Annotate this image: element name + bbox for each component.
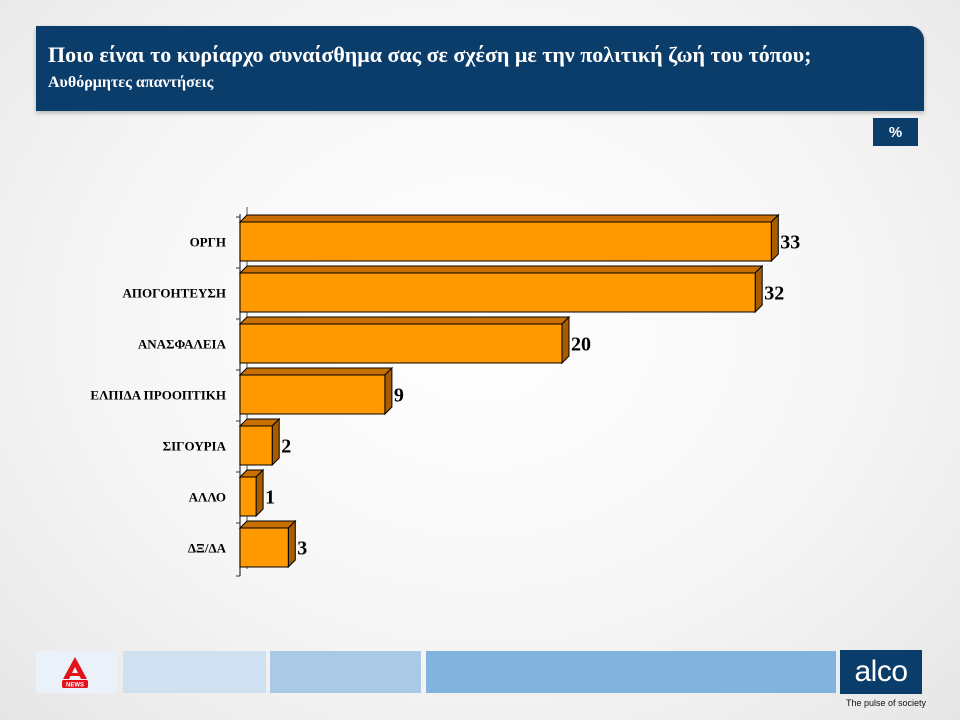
bar bbox=[239, 374, 386, 415]
bar-side-face bbox=[271, 417, 280, 467]
bar-side-face bbox=[754, 264, 763, 314]
unit-badge: % bbox=[873, 118, 918, 146]
category-label: ΑΛΛΟ bbox=[189, 490, 226, 505]
news-logo-label: NEWS bbox=[66, 683, 84, 689]
bar-top-face bbox=[238, 367, 394, 376]
alco-logo: alco bbox=[840, 650, 922, 694]
bar-side-face bbox=[384, 366, 393, 416]
bar bbox=[239, 527, 289, 568]
bar bbox=[239, 221, 772, 262]
bar-top-face bbox=[238, 265, 764, 274]
bar-top-face bbox=[238, 520, 297, 529]
bar bbox=[239, 425, 273, 466]
bar-side-face bbox=[287, 519, 296, 569]
bar-top-face bbox=[238, 316, 571, 325]
category-label: ΕΛΠΙΔΑ ΠΡΟΟΠΤΙΚΗ bbox=[90, 388, 226, 403]
bar-top-face bbox=[238, 214, 780, 223]
data-label: 33 bbox=[780, 232, 800, 254]
chart-subtitle: Αυθόρμητες απαντήσεις bbox=[48, 74, 214, 91]
data-label: 2 bbox=[281, 436, 291, 458]
header-banner: Ποιο είναι το κυρίαρχο συναίσθημα σας σε… bbox=[36, 26, 924, 111]
category-label: ΑΝΑΣΦΑΛΕΙΑ bbox=[138, 337, 227, 352]
data-label: 32 bbox=[764, 283, 784, 305]
category-label: ΣΙΓΟΥΡΙΑ bbox=[163, 439, 227, 454]
bar-side-face bbox=[770, 213, 779, 263]
bar bbox=[239, 323, 563, 364]
footer-segment-2 bbox=[123, 651, 266, 693]
bar-side-face bbox=[255, 468, 264, 518]
data-label: 9 bbox=[394, 385, 404, 407]
alco-tagline: The pulse of society bbox=[846, 698, 927, 708]
data-label: 3 bbox=[297, 538, 307, 560]
bar-side-face bbox=[561, 315, 570, 365]
category-label: ΑΠΟΓΟΗΤΕΥΣΗ bbox=[123, 286, 226, 301]
category-label: ΔΞ/ΔΑ bbox=[188, 541, 227, 556]
alpha-news-logo-icon: NEWS bbox=[62, 657, 88, 689]
category-label: ΟΡΓΗ bbox=[190, 235, 226, 250]
bar bbox=[239, 476, 257, 517]
footer-segment-4 bbox=[426, 651, 836, 693]
bar bbox=[239, 272, 756, 313]
chart-title: Ποιο είναι το κυρίαρχο συναίσθημα σας σε… bbox=[48, 42, 812, 67]
data-label: 1 bbox=[265, 487, 275, 509]
footer-segment-3 bbox=[270, 651, 421, 693]
data-label: 20 bbox=[571, 334, 591, 356]
